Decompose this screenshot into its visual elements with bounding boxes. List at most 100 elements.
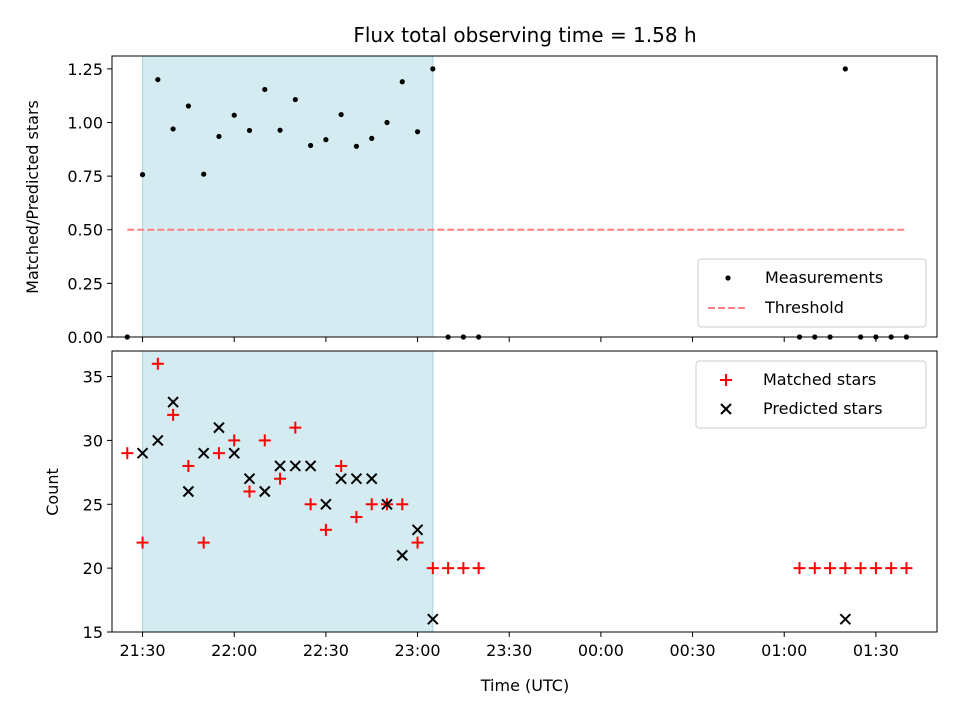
x-tick-label: 00:30	[670, 641, 716, 660]
matched-stars-point	[457, 562, 470, 575]
predicted-stars-point	[839, 613, 852, 625]
top-y-tick-label: 0.75	[67, 167, 103, 186]
top-y-axis-label: Matched/Predicted stars	[23, 100, 42, 294]
predicted-stars-point	[396, 549, 408, 562]
predicted-stars-point	[274, 460, 286, 472]
predicted-stars-point	[381, 498, 393, 510]
x-tick-label: 01:30	[853, 641, 899, 660]
measurement-point	[414, 129, 421, 135]
predicted-stars-point	[350, 473, 363, 485]
top-y-tick-label: 0.00	[67, 328, 103, 347]
matched-stars-point	[304, 498, 317, 511]
matched-stars-point	[182, 459, 195, 472]
predicted-stars-point	[366, 473, 378, 485]
predicted-stars-point	[259, 485, 271, 498]
legend-matched-label: Matched stars	[763, 370, 876, 389]
top-chart-title: Flux total observing time = 1.58 h	[353, 23, 696, 47]
measurement-point	[292, 96, 298, 103]
matched-stars-point	[167, 408, 180, 421]
top-plot-frame	[111, 55, 938, 338]
x-tick-label: 21:30	[120, 641, 166, 660]
x-tick-label: 00:00	[578, 641, 624, 660]
predicted-stars-point	[411, 524, 424, 536]
matched-stars-point	[900, 562, 913, 575]
matched-stars-point	[289, 421, 302, 434]
predicted-stars-point	[167, 396, 179, 408]
measurement-point	[231, 112, 237, 118]
measurement-point	[155, 76, 161, 83]
bottom-y-tick-label: 35	[83, 368, 103, 387]
predicted-stars-point	[335, 473, 347, 485]
matched-stars-point	[793, 562, 806, 575]
x-tick-label: 23:00	[395, 641, 441, 660]
predicted-stars-point	[152, 434, 164, 447]
x-axis-label: Time (UTC)	[480, 676, 569, 695]
predicted-stars-point	[289, 460, 302, 472]
predicted-stars-point	[228, 447, 240, 459]
bottom-y-tick-label: 20	[83, 559, 103, 578]
x-tick-label: 23:30	[486, 641, 532, 660]
measurement-point	[201, 171, 207, 177]
measurement-point	[430, 66, 436, 72]
measurement-point	[369, 135, 375, 141]
matched-stars-point	[824, 562, 837, 575]
measurement-point	[399, 79, 405, 85]
measurement-point	[185, 103, 191, 109]
measurement-point	[842, 66, 848, 72]
bottom-legend-frame	[695, 360, 927, 429]
matched-stars-point	[319, 523, 332, 536]
matched-stars-point	[396, 498, 409, 511]
x-tick-label: 22:00	[211, 641, 257, 660]
bottom-legend: Matched stars Predicted stars	[695, 360, 927, 429]
measurement-point	[323, 137, 329, 143]
bottom-observing-window	[142, 350, 434, 633]
predicted-stars-point	[427, 613, 439, 625]
matched-stars-point	[365, 498, 378, 511]
matched-stars-point	[258, 434, 271, 447]
matched-stars-point	[442, 562, 455, 575]
x-tick-label: 22:30	[303, 641, 349, 660]
matched-stars-point	[808, 562, 821, 575]
legend-matched-marker	[720, 374, 732, 386]
matched-stars-point	[411, 536, 424, 549]
matched-stars-point	[197, 536, 210, 549]
predicted-stars-point	[197, 447, 210, 459]
measurement-point	[277, 127, 283, 133]
top-y-tick-label: 0.25	[67, 274, 103, 293]
measurement-point	[139, 172, 146, 178]
matched-stars-point	[243, 485, 256, 498]
predicted-stars-point	[213, 421, 225, 434]
matched-stars-point	[350, 511, 363, 524]
matched-stars-point	[869, 562, 882, 575]
observing-window-layer	[142, 55, 434, 633]
x-tick-label: 01:00	[761, 641, 807, 660]
matched-stars-point	[121, 447, 134, 460]
predicted-stars-point	[136, 447, 149, 459]
bottom-y-axis-label: Count	[43, 468, 62, 516]
top-observing-window	[142, 55, 434, 338]
top-y-tick-label: 1.25	[67, 60, 103, 79]
matched-stars-point	[228, 434, 241, 447]
measurement-point	[308, 142, 314, 149]
measurement-point	[338, 111, 344, 118]
matched-stars-point	[885, 562, 898, 575]
legend-predicted-marker	[720, 403, 732, 415]
top-legend-frame	[697, 258, 927, 328]
predicted-stars-point	[320, 498, 332, 510]
measurement-point	[216, 133, 222, 140]
measurement-point	[262, 86, 268, 93]
matched-stars-point	[335, 459, 348, 472]
legend-threshold-label: Threshold	[764, 298, 844, 317]
matched-stars-point	[426, 562, 439, 575]
bottom-y-tick-label: 25	[83, 495, 103, 514]
axes-layer: 0.00 0.25 0.50 0.75 1.00 1.25 15 20 25 30 35 21:30 2…	[67, 55, 938, 660]
matched-stars-point	[839, 562, 852, 575]
matched-stars-point	[136, 536, 149, 549]
bottom-y-tick-label: 15	[83, 623, 103, 642]
predicted-stars-point	[304, 460, 317, 472]
legend-measurements-label: Measurements	[765, 268, 883, 287]
matched-stars-point	[151, 357, 164, 370]
matched-stars-point	[854, 562, 867, 575]
measurement-point	[170, 126, 176, 132]
